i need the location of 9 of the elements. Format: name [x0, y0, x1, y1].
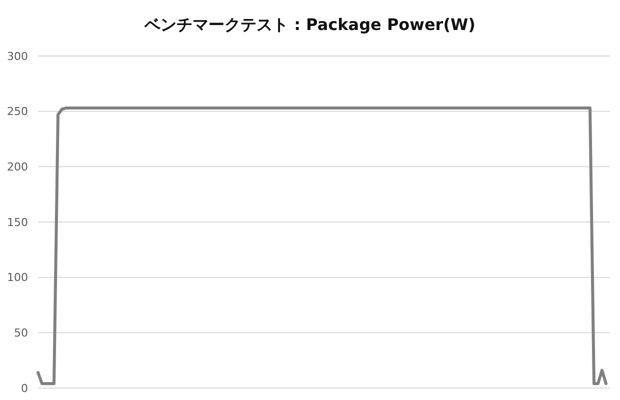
chart-title: ベンチマークテスト : Package Power(W) [144, 15, 476, 34]
y-tick-label: 0 [21, 382, 28, 395]
y-tick-label: 300 [7, 50, 28, 63]
y-tick-label: 250 [7, 105, 28, 118]
y-tick-label: 100 [7, 271, 28, 284]
y-tick-label: 200 [7, 160, 28, 174]
y-tick-label: 50 [14, 326, 28, 340]
line-series [36, 106, 608, 386]
y-tick-label: 150 [7, 216, 28, 229]
